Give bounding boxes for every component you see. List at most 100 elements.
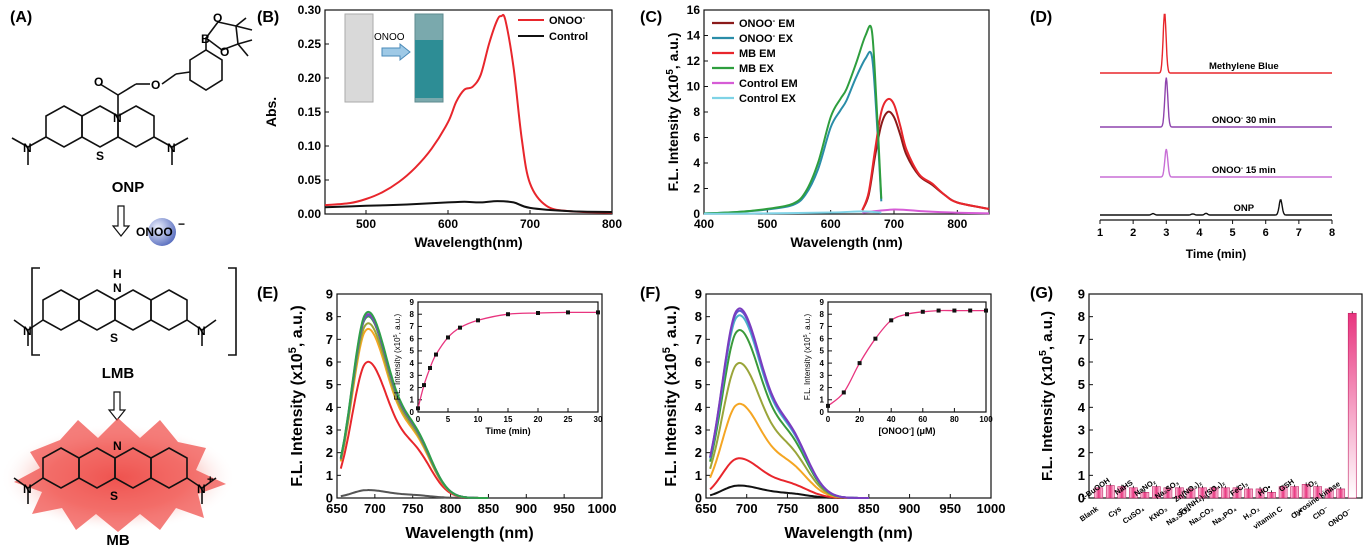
f-x-tick-label: 750 <box>777 501 799 516</box>
e-y-tick-label: 3 <box>326 423 333 438</box>
f-series-line-2 <box>709 402 869 499</box>
f-series-line-1 <box>709 457 869 499</box>
e-inset-x-tick-label: 0 <box>416 415 421 424</box>
d-trace-1 <box>1100 77 1332 128</box>
e-x-tick-label: 750 <box>402 501 424 516</box>
atom-s-mb: S <box>110 489 118 503</box>
f-y-tick-label: 7 <box>695 332 702 347</box>
c-legend-label-3: MB EX <box>739 63 775 75</box>
f-x-tick-label: 800 <box>817 501 839 516</box>
e-series-line-3 <box>339 322 489 499</box>
f-inset-y-tick-label: 6 <box>820 334 825 343</box>
d-x-tick-label: 1 <box>1097 227 1103 239</box>
mb-glow <box>0 418 236 532</box>
f-inset-y-tick-label: 4 <box>820 359 825 368</box>
e-inset-x-axis-title: Time (min) <box>485 426 530 436</box>
c-legend-label-4: Control EM <box>739 78 798 90</box>
b-legend-label-1: Control <box>549 31 588 43</box>
g-bar-11 <box>1221 487 1230 499</box>
panel-label-a: (A) <box>10 9 32 26</box>
f-inset-y-tick-label: 7 <box>820 322 825 331</box>
e-y-tick-label: 1 <box>326 468 333 483</box>
f-inset-x-tick-label: 100 <box>979 415 993 424</box>
e-y-axis-title: F.L. Intensity (x105, a.u.) <box>287 305 306 486</box>
b-legend-label-0: ONOO- <box>549 13 586 28</box>
f-y-axis-title: F.L. Intensity (x105, a.u.) <box>661 305 680 486</box>
mb-structure <box>13 447 217 504</box>
f-x-tick-label: 650 <box>695 501 717 516</box>
g-bar-1 <box>1105 485 1115 499</box>
c-x-tick-label: 600 <box>821 217 841 231</box>
panel-label-e: (E) <box>257 285 278 302</box>
c-y-tick-label: 6 <box>693 131 700 145</box>
c-x-tick-label: 700 <box>884 217 904 231</box>
atom-n-mb-center: N <box>113 439 122 453</box>
panel-label-c: (C) <box>640 9 662 26</box>
d-x-tick-label: 3 <box>1163 227 1169 239</box>
e-inset-y-axis-title: F.L. Intensity (x105, a.u.) <box>393 314 402 401</box>
c-x-tick-label: 800 <box>947 217 967 231</box>
f-inset-point <box>968 308 973 313</box>
e-x-tick-label: 800 <box>440 501 462 516</box>
f-inset-x-tick-label: 40 <box>887 415 896 424</box>
atom-s-onp: S <box>96 149 104 163</box>
chart-b-absorbance: 500 600 700 800 0.00 0.05 0.10 0.15 0.20 0.25 0.30… <box>263 3 622 250</box>
f-inset-y-tick-label: 2 <box>820 383 825 392</box>
f-inset-fit-line <box>827 309 986 407</box>
c-x-axis-title: Wavelength (nm) <box>790 234 902 250</box>
e-inset-point <box>428 366 432 370</box>
b-arrow-icon <box>381 42 411 62</box>
c-y-tick-label: 14 <box>687 29 701 43</box>
c-x-tick-label: 500 <box>757 217 777 231</box>
e-inset-y-tick-label: 2 <box>410 383 415 392</box>
f-inset-point <box>905 312 909 317</box>
c-y-tick-label: 0 <box>693 207 700 221</box>
f-inset-y-axis-title: F.L. Intensity (x105, a.u.) <box>803 314 812 401</box>
b-arrow-label: ONOO <box>374 32 405 43</box>
f-inset-y-tick-label: 1 <box>820 396 825 405</box>
b-series-line-0 <box>324 13 613 214</box>
f-inset-y-tick-label: 8 <box>820 310 825 319</box>
f-inset-y-tick-label: 0 <box>820 408 825 417</box>
g-y-tick-label: 4 <box>1078 400 1086 415</box>
f-inset-point <box>826 403 830 408</box>
e-x-axis-title: Wavelength (nm) <box>405 525 533 542</box>
e-inset-y-tick-label: 3 <box>410 371 415 380</box>
c-series-line-4 <box>862 208 990 215</box>
e-series-line-6 <box>339 313 489 499</box>
f-y-tick-label: 3 <box>695 423 702 438</box>
e-inset-y-tick-label: 6 <box>410 334 415 343</box>
e-inset-x-tick-label: 20 <box>534 415 543 424</box>
f-inset-point <box>889 318 894 323</box>
e-inset-point <box>434 352 438 357</box>
panel-label-b: (B) <box>257 9 279 26</box>
atom-o-boronate-2: O <box>220 45 229 59</box>
f-series-line-7 <box>709 307 869 499</box>
b-y-tick-label: 0.25 <box>298 37 322 51</box>
f-y-tick-label: 4 <box>695 400 703 415</box>
onp-label: ONP <box>112 179 145 196</box>
f-x-tick-label: 1000 <box>977 501 1006 516</box>
b-series-line-1 <box>324 200 613 213</box>
e-x-tick-label: 1000 <box>588 501 617 516</box>
b-cuvette-control-photo <box>344 13 374 103</box>
panel-label-g: (G) <box>1030 285 1053 302</box>
f-series-line-3 <box>709 361 869 499</box>
e-y-tick-label: 9 <box>326 287 333 302</box>
f-y-tick-label: 1 <box>695 468 702 483</box>
f-series-line-4 <box>709 329 869 499</box>
g-y-tick-label: 9 <box>1078 287 1085 302</box>
e-x-tick-label: 650 <box>326 501 348 516</box>
d-trace-3 <box>1100 199 1332 216</box>
panel-label-d: (D) <box>1030 9 1052 26</box>
e-inset-point <box>536 311 540 315</box>
atom-n-lmb-right: N <box>197 324 206 338</box>
c-y-tick-label: 12 <box>687 54 701 68</box>
f-x-tick-label: 900 <box>899 501 921 516</box>
d-x-tick-label: 5 <box>1230 227 1236 239</box>
c-y-axis-title: F.L. Intensity (x105, a.u.) <box>665 33 682 192</box>
e-inset-frame <box>417 301 599 413</box>
b-y-axis-title: Abs. <box>263 97 279 127</box>
e-x-tick-label: 700 <box>364 501 386 516</box>
onp-structure <box>11 17 253 165</box>
